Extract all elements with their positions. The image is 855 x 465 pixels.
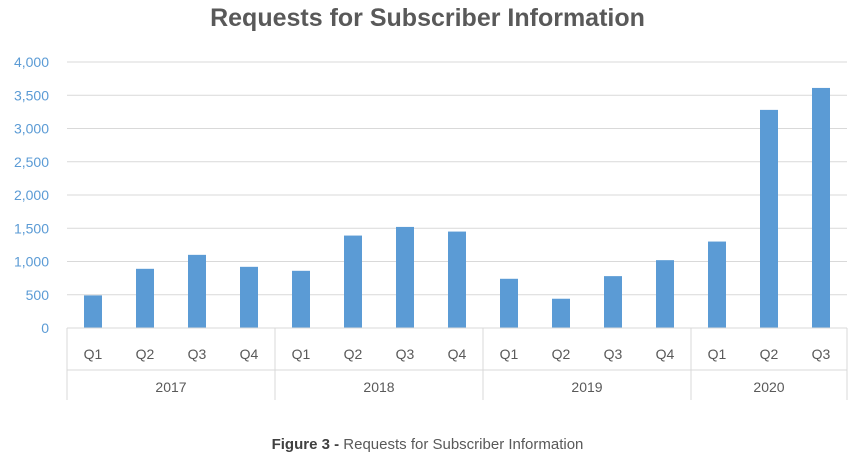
x-tick-label: Q2 — [344, 346, 363, 362]
bar — [84, 295, 102, 328]
group-label: 2018 — [363, 379, 394, 395]
y-tick-label: 1,000 — [14, 254, 49, 270]
caption-text: Requests for Subscriber Information — [343, 436, 584, 453]
x-tick-label: Q3 — [812, 346, 831, 362]
bar — [708, 241, 726, 328]
x-tick-label: Q3 — [604, 346, 623, 362]
y-tick-label: 0 — [41, 320, 49, 336]
x-tick-label: Q2 — [136, 346, 155, 362]
bar — [136, 268, 154, 328]
bar — [604, 276, 622, 328]
group-label: 2019 — [571, 379, 602, 395]
x-tick-label: Q1 — [292, 346, 311, 362]
x-tick-label: Q1 — [708, 346, 727, 362]
x-tick-label: Q4 — [656, 346, 675, 362]
y-tick-label: 3,500 — [14, 87, 49, 103]
x-tick-label: Q1 — [84, 346, 103, 362]
bar — [448, 231, 466, 328]
bars — [84, 87, 830, 328]
caption-separator: - — [334, 436, 340, 453]
y-tick-label: 3,000 — [14, 121, 49, 137]
y-tick-label: 2,000 — [14, 187, 49, 203]
bar — [240, 266, 258, 328]
bar — [292, 270, 310, 328]
bar — [500, 278, 518, 328]
y-tick-label: 4,000 — [14, 54, 49, 70]
figure-caption: Figure 3 - Requests for Subscriber Infor… — [0, 436, 855, 453]
y-tick-label: 1,500 — [14, 220, 49, 236]
bar — [812, 87, 830, 328]
bar — [552, 298, 570, 328]
x-tick-label: Q3 — [188, 346, 207, 362]
x-tick-label: Q3 — [396, 346, 415, 362]
x-tick-label: Q2 — [760, 346, 779, 362]
chart-title: Requests for Subscriber Information — [210, 4, 645, 32]
x-axis: Q1 Q2 Q3 Q4 2017 Q1 Q2 Q3 Q4 2018 Q1 Q2 Q3 Q4 2019 Q1 Q2… — [66, 327, 848, 400]
caption-figure-label: Figure 3 — [271, 436, 330, 453]
group-label: 2020 — [753, 379, 784, 395]
bar — [188, 254, 206, 328]
y-axis-ticks: 0 500 1,000 1,500 2,000 2,500 3,000 3,500 4,000 — [14, 54, 49, 336]
y-tick-label: 2,500 — [14, 154, 49, 170]
bar — [344, 235, 362, 328]
bar — [656, 260, 674, 328]
x-tick-label: Q1 — [500, 346, 519, 362]
x-tick-label: Q4 — [448, 346, 467, 362]
x-tick-label: Q2 — [552, 346, 571, 362]
group-label: 2017 — [155, 379, 186, 395]
x-tick-label: Q4 — [240, 346, 259, 362]
bar-chart: 05001,0001,5002,0002,5003,0003,5004,000 … — [14, 54, 848, 400]
y-tick-label: 500 — [26, 287, 50, 303]
bar — [396, 226, 414, 328]
bar — [760, 109, 778, 328]
